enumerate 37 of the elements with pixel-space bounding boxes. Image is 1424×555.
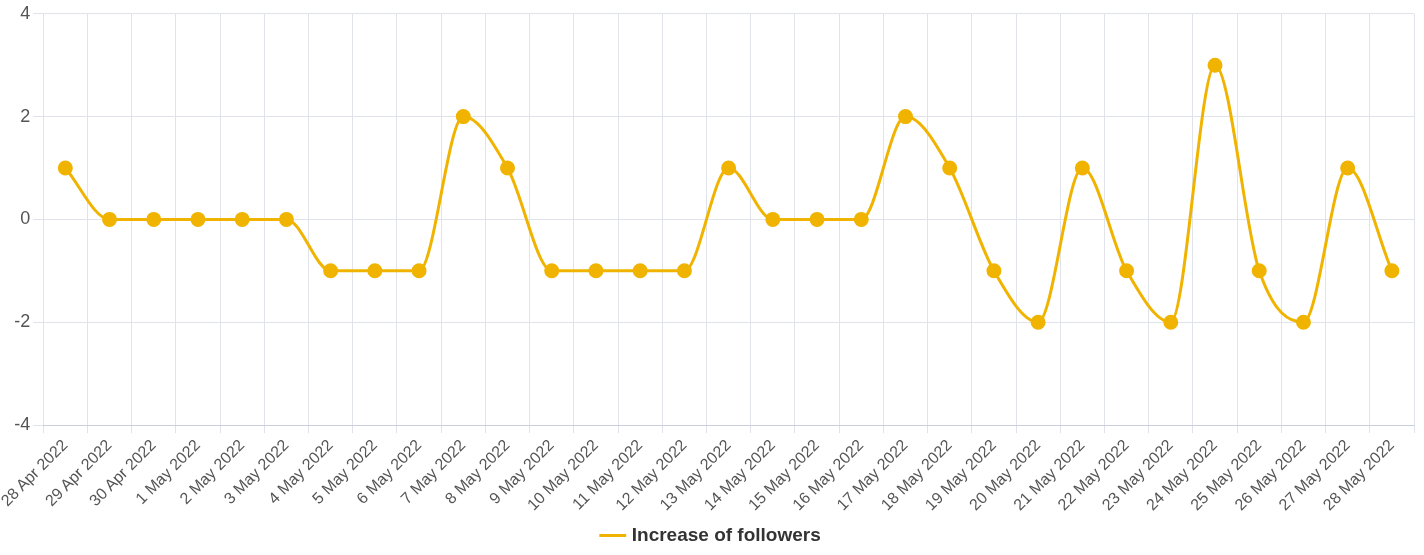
point	[1030, 314, 1046, 330]
point	[367, 263, 383, 279]
point	[1384, 263, 1400, 279]
point	[632, 263, 648, 279]
point	[1074, 160, 1090, 176]
point	[190, 211, 206, 227]
y-tick-label: -4	[14, 413, 31, 434]
point	[146, 211, 162, 227]
point	[765, 211, 781, 227]
point	[853, 211, 869, 227]
point	[1207, 57, 1223, 73]
point	[897, 109, 913, 125]
point	[1251, 263, 1267, 279]
point	[411, 263, 427, 279]
point	[102, 211, 118, 227]
point	[1163, 314, 1179, 330]
point	[544, 263, 560, 279]
point	[809, 211, 825, 227]
point	[588, 263, 604, 279]
point	[1340, 160, 1356, 176]
y-tick-label: 4	[20, 2, 31, 23]
point	[942, 160, 958, 176]
point	[986, 263, 1002, 279]
point	[1295, 314, 1311, 330]
point	[1119, 263, 1135, 279]
point	[278, 211, 294, 227]
point	[57, 160, 73, 176]
legend-label: Increase of followers	[631, 523, 821, 545]
y-tick-label: 2	[20, 105, 31, 126]
point	[455, 109, 471, 125]
point	[323, 263, 339, 279]
point	[234, 211, 250, 227]
point	[500, 160, 516, 176]
y-tick-label: -2	[14, 311, 31, 332]
y-tick-label: 0	[20, 208, 31, 229]
point	[721, 160, 737, 176]
point	[676, 263, 692, 279]
